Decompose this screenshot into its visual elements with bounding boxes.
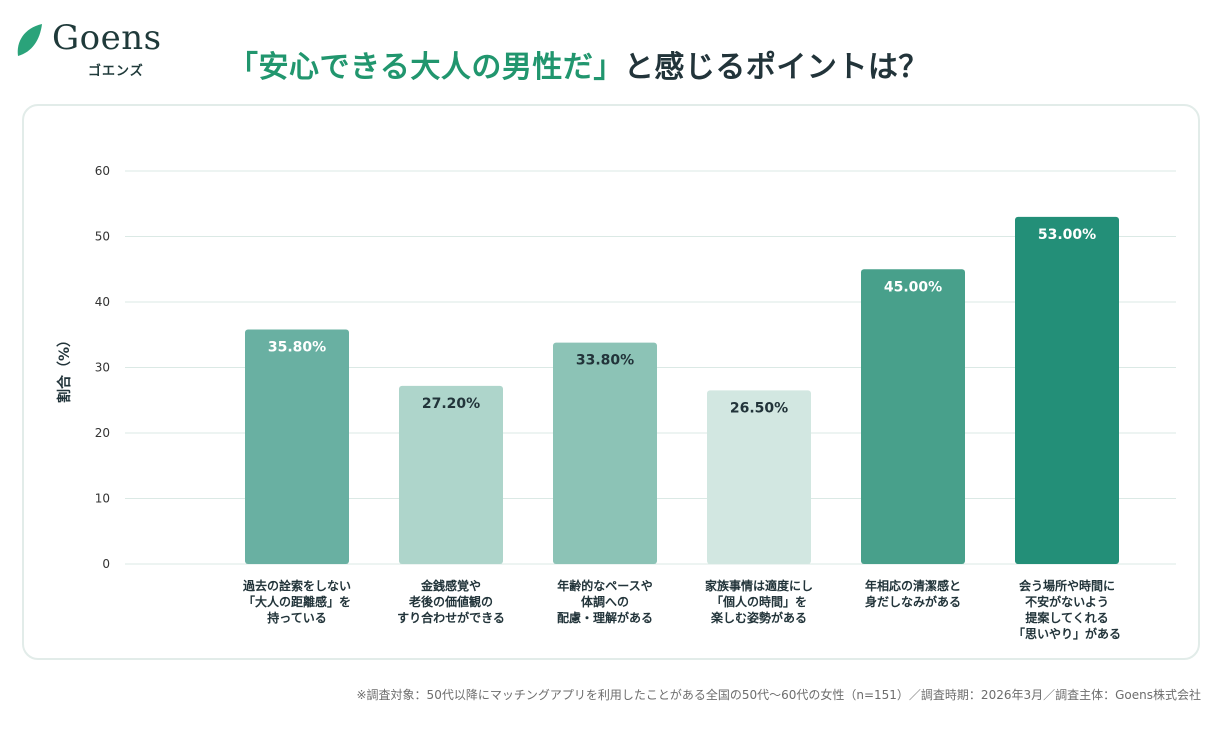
y-tick-label: 50 xyxy=(95,230,110,244)
data-label: 53.00% xyxy=(1038,227,1096,243)
x-tick-label: 提案してくれる xyxy=(1025,610,1108,625)
x-tick-label: 「思いやり」がある xyxy=(1013,626,1121,641)
brand-name: Goens xyxy=(52,18,162,58)
title-rest: と感じるポイントは？ xyxy=(623,50,929,85)
x-tick-label: 身だしなみがある xyxy=(865,594,961,609)
bar xyxy=(707,390,811,564)
x-tick-label: 年齢的なペースや xyxy=(557,578,652,593)
x-tick-label: 楽しむ姿勢がある xyxy=(711,610,807,625)
x-tick-label: 金銭感覚や xyxy=(420,578,481,593)
footnote: ※調査対象：50代以降にマッチングアプリを利用したことがある全国の50代〜60代… xyxy=(356,688,1202,702)
x-tick-label: 会う場所や時間に xyxy=(1019,578,1115,593)
x-tick-label: 家族事情は適度にし xyxy=(705,578,813,593)
y-tick-label: 60 xyxy=(95,164,110,178)
x-tick-label: 過去の詮索をしない xyxy=(242,578,351,593)
title-highlight: 「安心できる大人の男性だ」 xyxy=(228,50,624,85)
y-tick-label: 0 xyxy=(102,557,110,571)
y-tick-label: 30 xyxy=(95,361,110,375)
data-label: 33.80% xyxy=(576,353,634,369)
bar xyxy=(399,385,503,564)
brand-kana: ゴエンズ xyxy=(88,64,144,79)
x-tick-label: 持っている xyxy=(267,610,326,625)
data-label: 35.80% xyxy=(268,340,326,356)
page-title: 「安心できる大人の男性だ」と感じるポイントは？ xyxy=(228,42,929,85)
y-tick-label: 20 xyxy=(95,426,110,440)
brand-logo: Goens ゴエンズ xyxy=(14,18,174,79)
leaf-icon xyxy=(17,24,42,56)
x-tick-label: 「大人の距離感」を xyxy=(243,594,351,609)
bar xyxy=(1015,216,1119,564)
bar-chart: 0 10 20 30 40 50 60 割合（%） 35.80% 過去の詮索をしない「大人の距離感… xyxy=(56,164,1176,641)
x-tick-label: 年相応の清潔感と xyxy=(865,578,961,593)
bar xyxy=(553,342,657,564)
x-tick-label: 体調への xyxy=(581,594,629,609)
bar xyxy=(245,329,349,564)
x-tick-label: 老後の価値観の xyxy=(409,594,493,609)
y-tick-label: 40 xyxy=(95,295,110,309)
x-tick-label: 不安がないよう xyxy=(1025,594,1109,609)
x-tick-label: 「個人の時間」を xyxy=(711,594,807,609)
x-tick-label: すり合わせができる xyxy=(397,610,505,625)
data-label: 45.00% xyxy=(884,279,942,295)
x-tick-label: 配慮・理解がある xyxy=(557,610,653,625)
data-label: 26.50% xyxy=(730,400,788,416)
y-tick-label: 10 xyxy=(95,492,110,506)
bar xyxy=(861,269,965,564)
chart-panel: 0 10 20 30 40 50 60 割合（%） 35.80% 過去の詮索をしない 「大人の距離感… xyxy=(22,104,1200,660)
y-axis-label: 割合（%） xyxy=(56,333,73,403)
data-label: 27.20% xyxy=(422,396,480,412)
